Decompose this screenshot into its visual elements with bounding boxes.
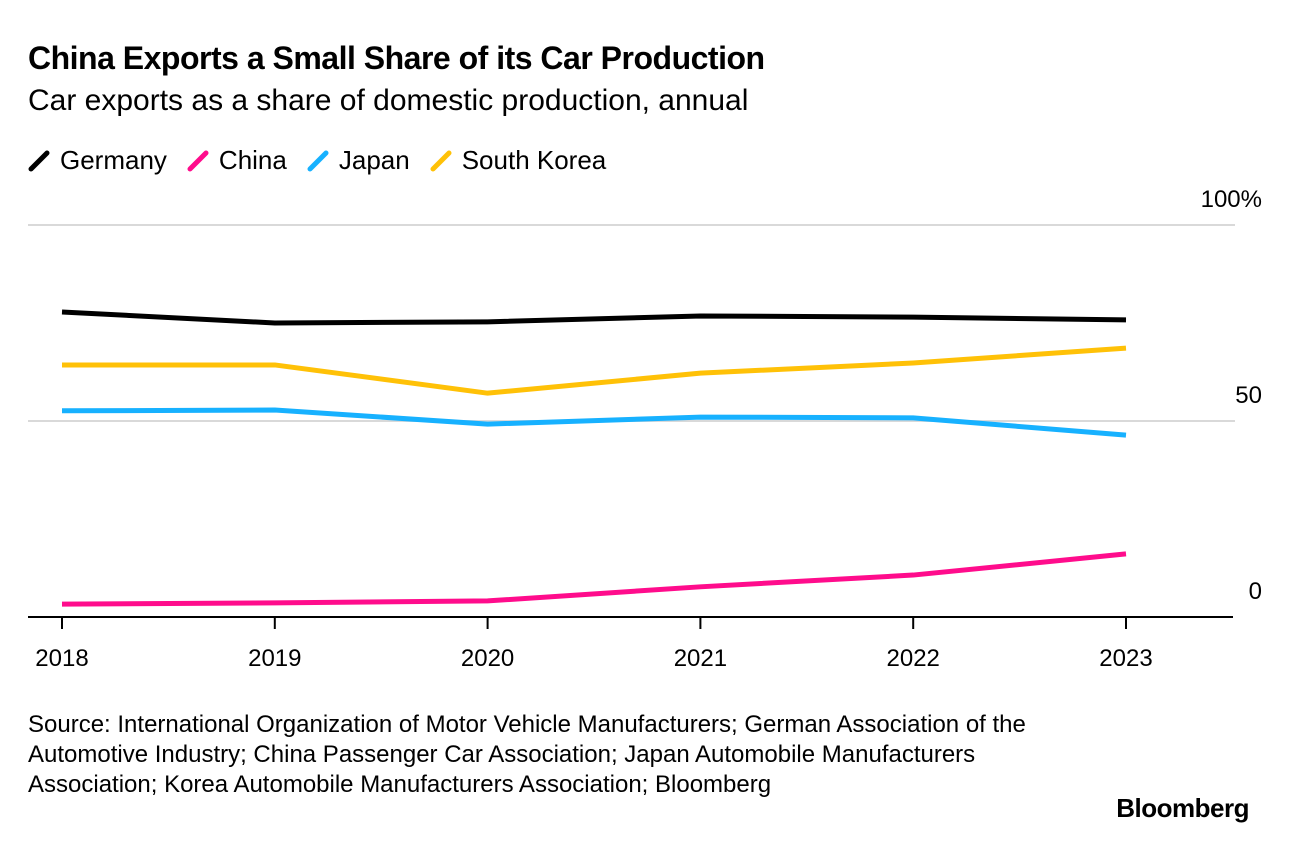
source-note: Source: International Organization of Mo… xyxy=(28,711,1026,798)
series-line-japan xyxy=(61,407,1127,438)
series-line-china xyxy=(61,551,1127,607)
x-tick-label: 2022 xyxy=(887,645,940,672)
legend-swatch-icon xyxy=(28,150,50,171)
legend-swatch-icon xyxy=(187,150,209,171)
y-tick-label: 100% xyxy=(1201,186,1262,213)
legend-swatch-icon xyxy=(430,150,452,171)
chart-title: China Exports a Small Share of its Car P… xyxy=(28,40,765,76)
x-tick-label: 2023 xyxy=(1099,645,1152,672)
series-line-south-korea xyxy=(62,345,1127,396)
legend-item: Japan xyxy=(307,145,410,176)
legend-label: Japan xyxy=(338,145,410,175)
legend: Germany China Japan South Korea xyxy=(28,145,606,176)
legend-item: Germany xyxy=(28,145,167,176)
line-chart: 0 50 100% 2018 2019 2020 2021 2022 2023 xyxy=(28,186,1262,672)
legend-swatch-icon xyxy=(307,150,329,171)
legend-item: South Korea xyxy=(430,145,607,176)
x-tick-label: 2018 xyxy=(35,645,88,672)
legend-label: China xyxy=(218,145,287,175)
x-tick-label: 2020 xyxy=(461,645,514,672)
y-tick-label: 50 xyxy=(1235,382,1262,409)
series-line-germany xyxy=(61,309,1127,326)
bloomberg-logo: Bloomberg xyxy=(1116,793,1249,823)
legend-label: Germany xyxy=(60,145,167,175)
x-tick-label: 2021 xyxy=(674,645,727,672)
legend-item: China xyxy=(187,145,287,176)
legend-label: South Korea xyxy=(461,145,607,175)
chart-subtitle: Car exports as a share of domestic produ… xyxy=(28,84,749,117)
x-tick-label: 2019 xyxy=(248,645,301,672)
y-tick-label: 0 xyxy=(1249,578,1262,605)
